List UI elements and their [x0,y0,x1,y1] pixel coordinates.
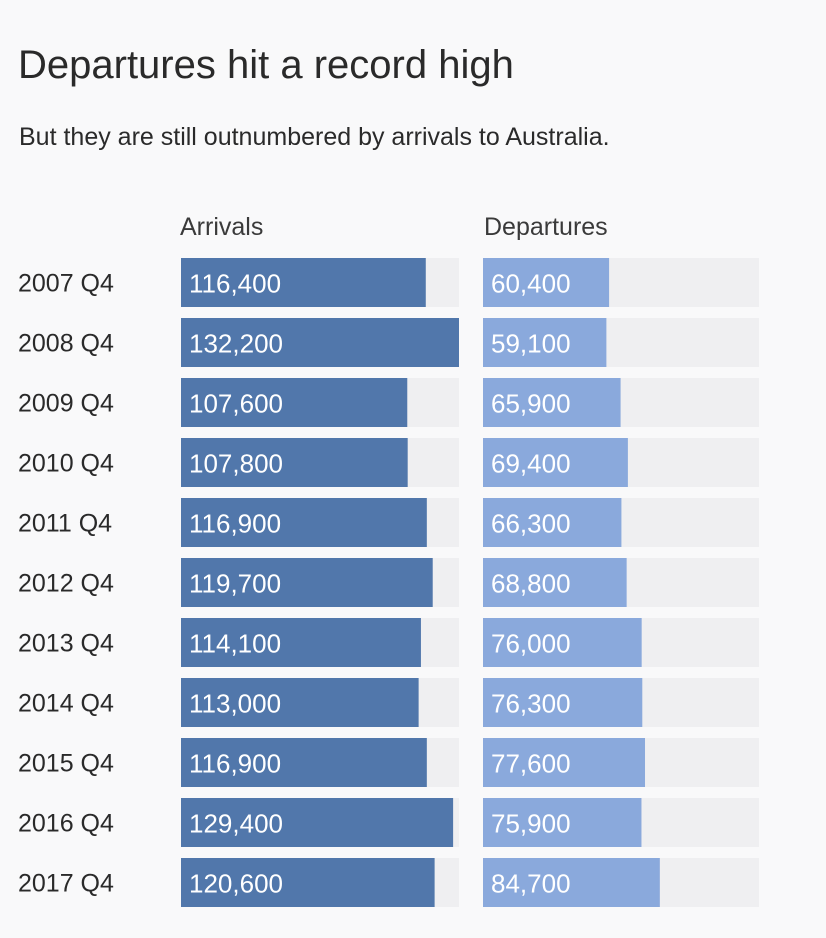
departures-bar-2017-q4 [483,858,660,907]
arrivals-bar-2010-q4 [181,438,408,487]
arrivals-bar-2012-q4 [181,558,433,607]
departures-bar-2012-q4 [483,558,627,607]
arrivals-bar-2011-q4 [181,498,427,547]
departures-bar-2007-q4 [483,258,610,307]
category-label-2011-q4: 2011 Q4 [18,510,112,538]
arrivals-value-label-2010-q4: 107,800 [189,449,283,479]
arrivals-bar-2014-q4 [181,678,419,727]
arrivals-bar-2007-q4 [181,258,426,307]
category-label-2015-q4: 2015 Q4 [18,750,114,778]
category-label-2010-q4: 2010 Q4 [18,450,114,478]
category-label-2016-q4: 2016 Q4 [18,810,114,838]
category-label-2014-q4: 2014 Q4 [18,690,114,718]
arrivals-value-label-2007-q4: 116,400 [189,269,281,299]
arrivals-value-label-2014-q4: 113,000 [189,689,281,719]
arrivals-bar-2009-q4 [181,378,408,427]
departures-value-label-2017-q4: 84,700 [491,869,571,899]
category-label-2008-q4: 2008 Q4 [18,330,114,358]
arrivals-value-label-2015-q4: 116,900 [189,749,281,779]
arrivals-value-label-2008-q4: 132,200 [189,329,283,359]
chart-subtitle: But they are still outnumbered by arriva… [19,123,610,151]
arrivals-value-label-2012-q4: 119,700 [189,569,281,599]
departures-value-label-2014-q4: 76,300 [491,689,571,719]
departures-value-label-2011-q4: 66,300 [491,509,571,539]
departures-value-label-2010-q4: 69,400 [491,449,571,479]
departures-bar-2011-q4 [483,498,622,547]
departures-bar-2010-q4 [483,438,628,487]
chart-title: Departures hit a record high [18,43,514,87]
departures-column-header: Departures [484,213,608,241]
departures-bar-2013-q4 [483,618,642,667]
departures-value-label-2009-q4: 65,900 [491,389,571,419]
arrivals-value-label-2013-q4: 114,100 [189,629,281,659]
arrivals-bar-2008-q4 [181,318,459,367]
departures-bar-2008-q4 [483,318,607,367]
departures-value-label-2016-q4: 75,900 [491,809,571,839]
departures-value-label-2012-q4: 68,800 [491,569,571,599]
departures-bar-2014-q4 [483,678,643,727]
arrivals-value-label-2011-q4: 116,900 [189,509,281,539]
category-label-2007-q4: 2007 Q4 [18,270,114,298]
departures-bar-2016-q4 [483,798,642,847]
category-label-2009-q4: 2009 Q4 [18,390,114,418]
category-label-2017-q4: 2017 Q4 [18,870,114,898]
arrivals-value-label-2016-q4: 129,400 [189,809,283,839]
arrivals-bar-2016-q4 [181,798,454,847]
departures-bar-2015-q4 [483,738,646,787]
category-label-2012-q4: 2012 Q4 [18,570,114,598]
departures-value-label-2008-q4: 59,100 [491,329,571,359]
departures-value-label-2007-q4: 60,400 [491,269,571,299]
arrivals-bar-2015-q4 [181,738,427,787]
category-label-2013-q4: 2013 Q4 [18,630,114,658]
arrivals-bar-2017-q4 [181,858,435,907]
arrivals-value-label-2009-q4: 107,600 [189,389,283,419]
arrivals-value-label-2017-q4: 120,600 [189,869,283,899]
departures-value-label-2015-q4: 77,600 [491,749,571,779]
arrivals-bar-2013-q4 [181,618,421,667]
arrivals-column-header: Arrivals [180,213,264,241]
departures-value-label-2013-q4: 76,000 [491,629,571,659]
departures-bar-2009-q4 [483,378,621,427]
